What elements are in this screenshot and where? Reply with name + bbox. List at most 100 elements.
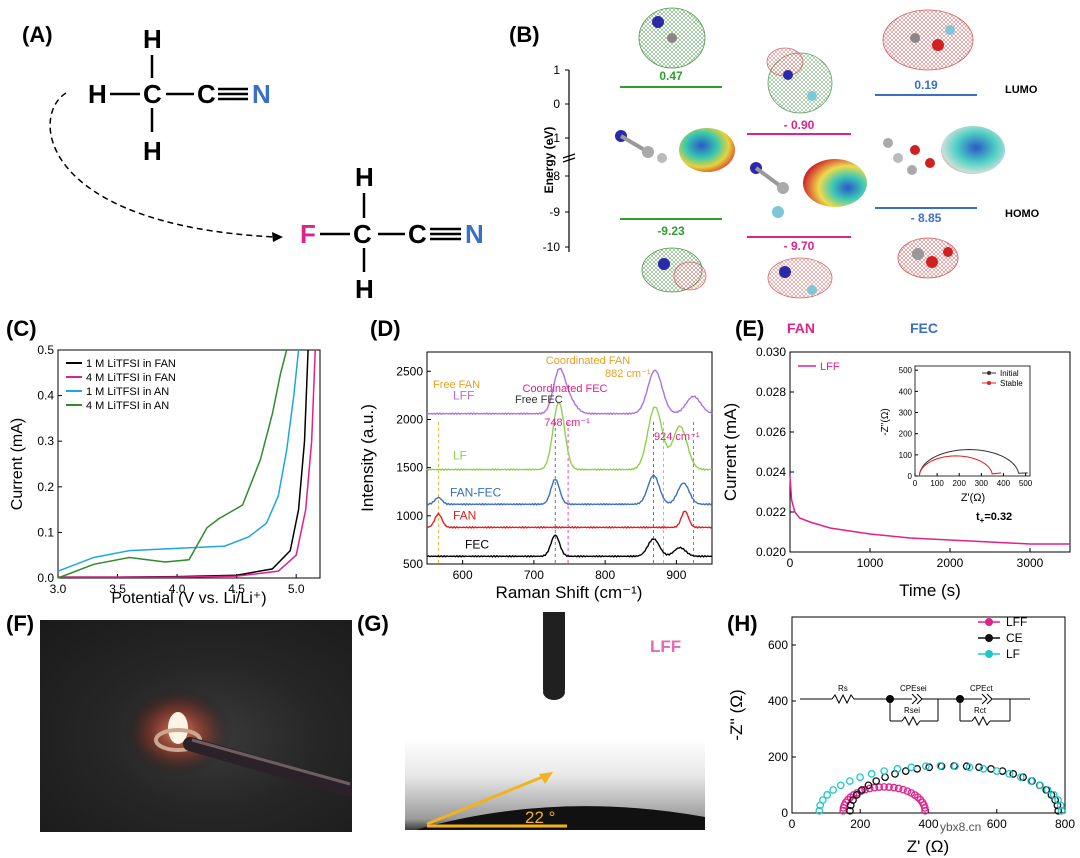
fan-lumo-orbital [766, 47, 833, 114]
e-legend-label: LFF [820, 361, 840, 373]
y-tick-label: 600 [768, 638, 788, 652]
panel-d-label: (D) [370, 316, 401, 341]
equivalent-circuit [800, 693, 1030, 727]
h-data-point [921, 762, 930, 771]
e-t-sub: + [980, 516, 985, 525]
b-ylabel: Energy (eV) [542, 127, 556, 194]
d-series-line [426, 510, 713, 529]
homo-label: HOMO [1005, 208, 1040, 220]
fan-atom-h-bottom: H [355, 274, 374, 304]
y-tick-label: 0.0 [37, 571, 54, 585]
b-ytick-m1: -1 [549, 131, 560, 145]
h-legend-label: LFF [1006, 615, 1027, 629]
h-data-point [1057, 806, 1066, 815]
h-data-point [936, 762, 945, 770]
chart-d-raman: Raman Shift (cm⁻¹) Intensity (a.u.) 600 7… [358, 351, 713, 602]
h-data-point [890, 783, 898, 792]
h-data-point [858, 786, 866, 794]
h-data-point [1053, 801, 1062, 810]
y-tick-label: 0.028 [756, 385, 786, 399]
y-tick-label: 0.2 [37, 480, 54, 494]
an-atom-h-left: H [88, 79, 107, 109]
an-homo-orbital [641, 247, 707, 293]
d-series-line [426, 401, 713, 472]
circuit-rct: Rct [974, 706, 987, 715]
panel-h-label: (H) [727, 611, 758, 636]
panel-f-label: (F) [6, 611, 35, 636]
inset-x-label: 300 [975, 479, 989, 488]
h-data-point [1005, 770, 1014, 778]
x-tick-label: 3.5 [109, 582, 126, 596]
h-legend-marker [985, 634, 993, 642]
x-tick-label: 900 [666, 568, 686, 582]
chart-d-ylabel: Intensity (a.u.) [358, 404, 377, 512]
panel-e-label: (E) [735, 316, 765, 341]
flame-test-drawing [123, 687, 352, 797]
b-ytick-m10: -10 [543, 240, 561, 254]
panel-b-energy-diagram: 1 0 -1 -8 -9 -10 Energy (eV) 0.47 -9.23 … [542, 7, 1040, 325]
h-data-point [1009, 770, 1018, 778]
contact-angle-value: 22 ° [525, 808, 555, 827]
e-inset-legend-stable: Stable [1000, 379, 1023, 388]
h-data-point [921, 806, 929, 815]
chart-c-lsv: Potential (V vs. Li/Li⁺) Current (mA) 3.… [9, 343, 321, 607]
h-data-point [925, 763, 934, 772]
h-data-point [818, 796, 827, 804]
x-tick-label: 3.0 [50, 582, 67, 596]
circuit-rsei: Rsei [904, 706, 920, 715]
an-atom-c1: C [143, 79, 162, 109]
mol-name-fan: FAN [787, 320, 815, 336]
d-ann-748: 748 cm⁻¹ [544, 417, 590, 429]
y-tick-label: 0 [781, 806, 788, 820]
x-tick-label: 5.0 [288, 582, 305, 596]
h-data-point [965, 763, 974, 772]
h-data-point [992, 767, 1001, 775]
h-data-point [979, 765, 988, 773]
chart-c-xlabel: Potential (V vs. Li/Li⁺) [111, 590, 266, 607]
h-legend-marker [985, 650, 993, 658]
inset-y-label: 300 [899, 409, 913, 418]
e-series-line [789, 475, 1070, 545]
inset-y-label: 200 [899, 430, 913, 439]
y-tick-label: 1000 [396, 509, 423, 523]
h-data-point [920, 804, 929, 812]
fec-lumo-value: 0.19 [914, 78, 938, 92]
fec-lumo-orbital [882, 9, 974, 71]
c-legend-label: 4 M LiTFSI in FAN [86, 372, 176, 384]
h-legend-marker [985, 618, 993, 626]
fan-homo-molecule [750, 159, 867, 218]
an-homo-value: -9.23 [657, 224, 685, 238]
fan-atom-c1: C [353, 219, 372, 249]
h-data-point [1036, 781, 1044, 790]
h-data-point [885, 783, 893, 791]
x-tick-label: 200 [850, 817, 870, 831]
e-inset-legend-initial: Initial [1000, 369, 1019, 378]
x-tick-label: 4.5 [228, 582, 245, 596]
b-ytick-m8: -8 [549, 169, 560, 183]
panel-a-structures: H H H C C N H F H C C N [49, 24, 484, 304]
b-ytick-m9: -9 [549, 205, 560, 219]
inset-series-line [918, 455, 1002, 477]
y-tick-label: 0.5 [37, 343, 54, 357]
x-tick-label: 0 [787, 556, 794, 570]
fan-atom-f: F [300, 219, 316, 249]
circuit-cpect: CPEct [970, 684, 993, 693]
e-inset: 0 100 200 300 400 500 0 100 200 300 400 500 Z'(Ω) -… [880, 365, 1033, 504]
d-series-line [426, 534, 713, 558]
e-transference: t+=0.32 [976, 511, 1012, 525]
fan-lumo-value: - 0.90 [784, 118, 815, 132]
h-data-point [893, 765, 902, 773]
inset-y-label: 400 [899, 387, 913, 396]
d-ann-free-fan: Free FAN [433, 379, 480, 391]
y-tick-label: 0.026 [756, 425, 786, 439]
e-t-label: t [976, 511, 980, 523]
lumo-label: LUMO [1005, 84, 1038, 96]
h-data-point [1027, 777, 1035, 785]
chart-d-frame [426, 351, 713, 565]
h-data-point [867, 770, 876, 778]
e-inset-xlabel: Z'(Ω) [961, 492, 985, 504]
h-data-point [881, 773, 889, 782]
c-legend-label: 4 M LiTFSI in AN [86, 400, 169, 412]
h-legend-label: CE [1006, 631, 1023, 645]
chart-e-ylabel: Current (mA) [721, 403, 740, 501]
